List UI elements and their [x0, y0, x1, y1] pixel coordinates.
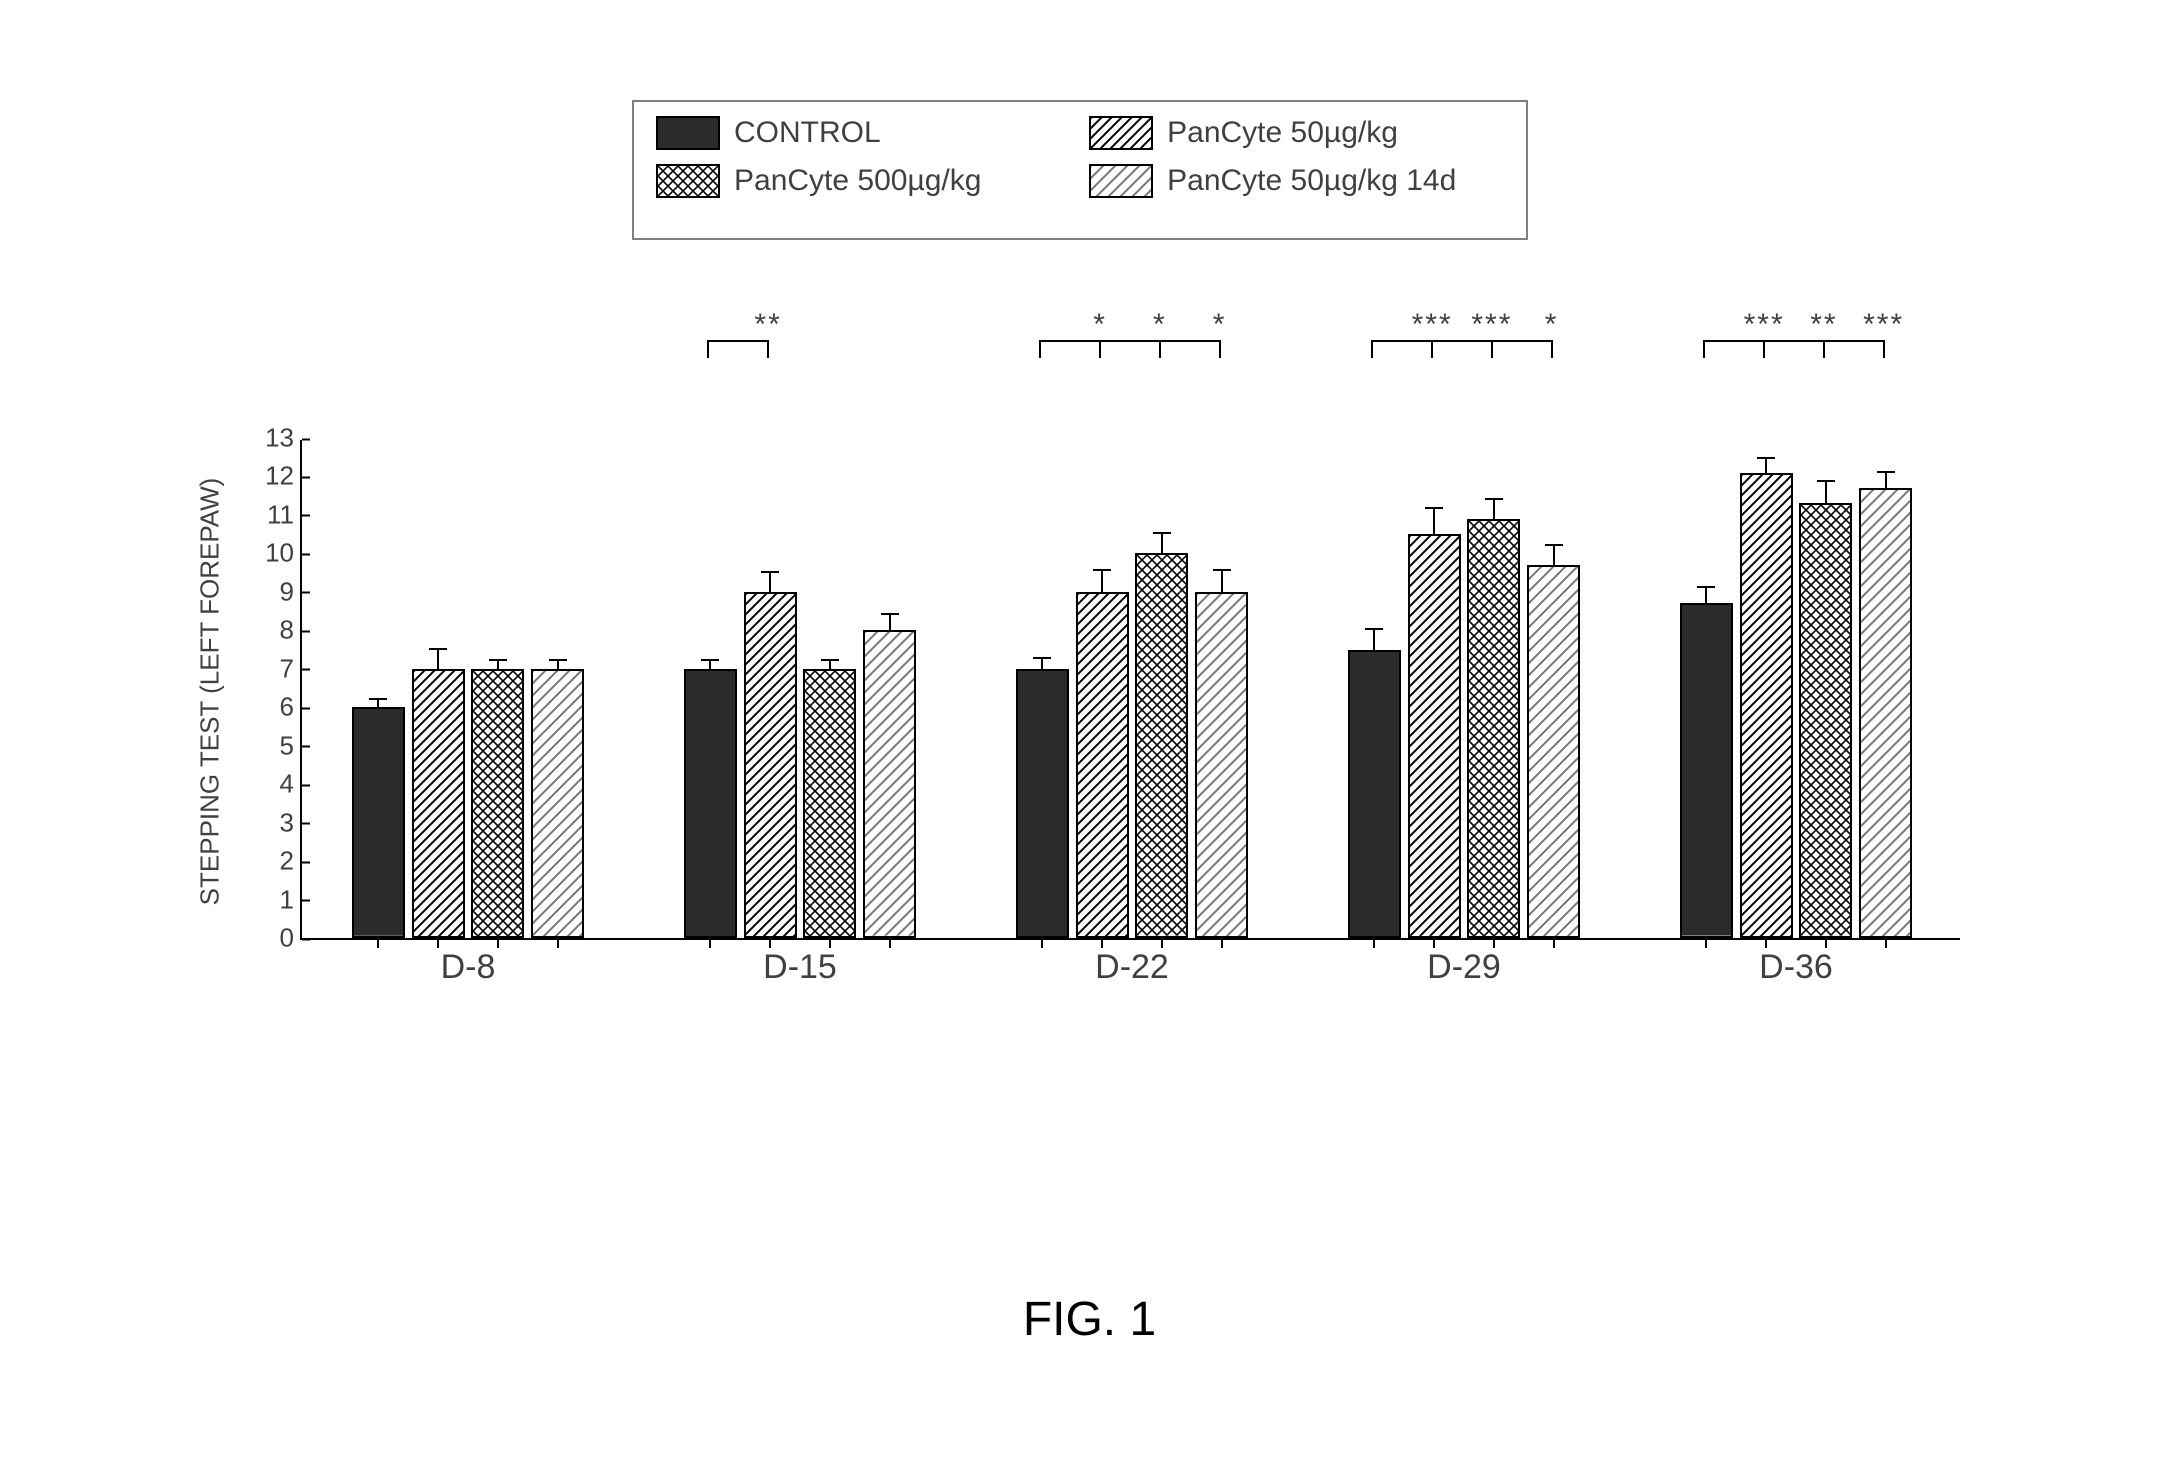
significance-label: *** [1744, 310, 1785, 340]
legend-swatch [656, 116, 720, 150]
significance-label: *** [1863, 310, 1904, 340]
x-tick-label: D-29 [1427, 938, 1501, 987]
significance-bracket: ******* [1372, 310, 1551, 400]
bar [1740, 473, 1793, 938]
x-tick [889, 938, 891, 948]
significance-label: * [1213, 310, 1227, 340]
x-tick [1825, 938, 1827, 948]
significance-label: * [1093, 310, 1107, 340]
bar [1135, 553, 1188, 938]
bar [863, 630, 916, 938]
bar [531, 669, 584, 938]
x-tick [1373, 938, 1375, 948]
y-tick: 0 [280, 923, 302, 954]
legend-item: PanCyte 50µg/kg [1089, 116, 1504, 150]
x-tick-label: D-22 [1095, 938, 1169, 987]
bar [1859, 488, 1912, 938]
legend-label: PanCyte 50µg/kg [1167, 116, 1398, 150]
x-tick [709, 938, 711, 948]
bar [744, 592, 797, 938]
legend-swatch [1089, 116, 1153, 150]
y-tick: 2 [280, 846, 302, 877]
legend-item: PanCyte 50µg/kg 14d [1089, 164, 1504, 198]
bar [1195, 592, 1248, 938]
bar [1016, 669, 1069, 938]
x-tick [1221, 938, 1223, 948]
bar [1527, 565, 1580, 938]
x-tick [1041, 938, 1043, 948]
bar [1680, 603, 1733, 938]
x-tick [1101, 938, 1103, 948]
y-tick: 3 [280, 807, 302, 838]
bar [1348, 650, 1401, 938]
legend-swatch [1089, 164, 1153, 198]
legend-swatch [656, 164, 720, 198]
y-tick: 10 [265, 538, 302, 569]
y-tick: 11 [267, 499, 302, 530]
legend-label: PanCyte 50µg/kg 14d [1167, 164, 1456, 198]
significance-label: *** [1471, 310, 1512, 340]
y-tick: 12 [265, 461, 302, 492]
significance-label: * [1545, 310, 1559, 340]
x-tick [1705, 938, 1707, 948]
y-tick: 13 [265, 423, 302, 454]
x-tick [437, 938, 439, 948]
y-axis-label: STEPPING TEST (LEFT FOREPAW) [195, 442, 226, 942]
significance-label: ** [754, 310, 781, 340]
y-tick: 6 [280, 692, 302, 723]
bar [684, 669, 737, 938]
x-tick [1765, 938, 1767, 948]
x-tick-label: D-15 [763, 938, 837, 987]
legend-item: PanCyte 500µg/kg [656, 164, 1029, 198]
significance-bracket: ** [708, 310, 768, 400]
page: CONTROL PanCyte 50µg/kg PanCyte 500µg/kg Pa… [0, 0, 2179, 1467]
bar [1076, 592, 1129, 938]
x-tick [1433, 938, 1435, 948]
figure-caption: FIG. 1 [0, 1292, 2179, 1347]
significance-label: *** [1412, 310, 1453, 340]
y-tick: 8 [280, 615, 302, 646]
bar [471, 669, 524, 938]
bar [1467, 519, 1520, 938]
significance-label: ** [1810, 310, 1837, 340]
legend: CONTROL PanCyte 50µg/kg PanCyte 500µg/kg Pa… [632, 100, 1528, 240]
x-tick [557, 938, 559, 948]
significance-label: * [1153, 310, 1167, 340]
plot-area: 012345678910111213D-8D-15D-22D-29D-36 [300, 440, 1960, 940]
y-tick: 1 [280, 884, 302, 915]
y-tick: 4 [280, 769, 302, 800]
bar [1408, 534, 1461, 938]
y-tick: 5 [280, 730, 302, 761]
legend-label: CONTROL [734, 116, 881, 150]
x-tick [377, 938, 379, 948]
x-tick [1161, 938, 1163, 948]
x-tick [1885, 938, 1887, 948]
significance-bracket: *** [1040, 310, 1219, 400]
bar [352, 707, 405, 938]
legend-item: CONTROL [656, 116, 1029, 150]
x-tick [769, 938, 771, 948]
x-tick [497, 938, 499, 948]
legend-label: PanCyte 500µg/kg [734, 164, 981, 198]
bar [803, 669, 856, 938]
x-tick-label: D-8 [441, 938, 496, 987]
bar [412, 669, 465, 938]
x-tick [1493, 938, 1495, 948]
significance-strip: ******************** [0, 310, 2179, 430]
chart: STEPPING TEST (LEFT FOREPAW) 01234567891… [180, 440, 1960, 1000]
y-tick: 7 [280, 653, 302, 684]
y-tick: 9 [280, 576, 302, 607]
x-tick-label: D-36 [1759, 938, 1833, 987]
x-tick [1553, 938, 1555, 948]
significance-bracket: ******** [1704, 310, 1883, 400]
bar [1799, 503, 1852, 938]
x-tick [829, 938, 831, 948]
